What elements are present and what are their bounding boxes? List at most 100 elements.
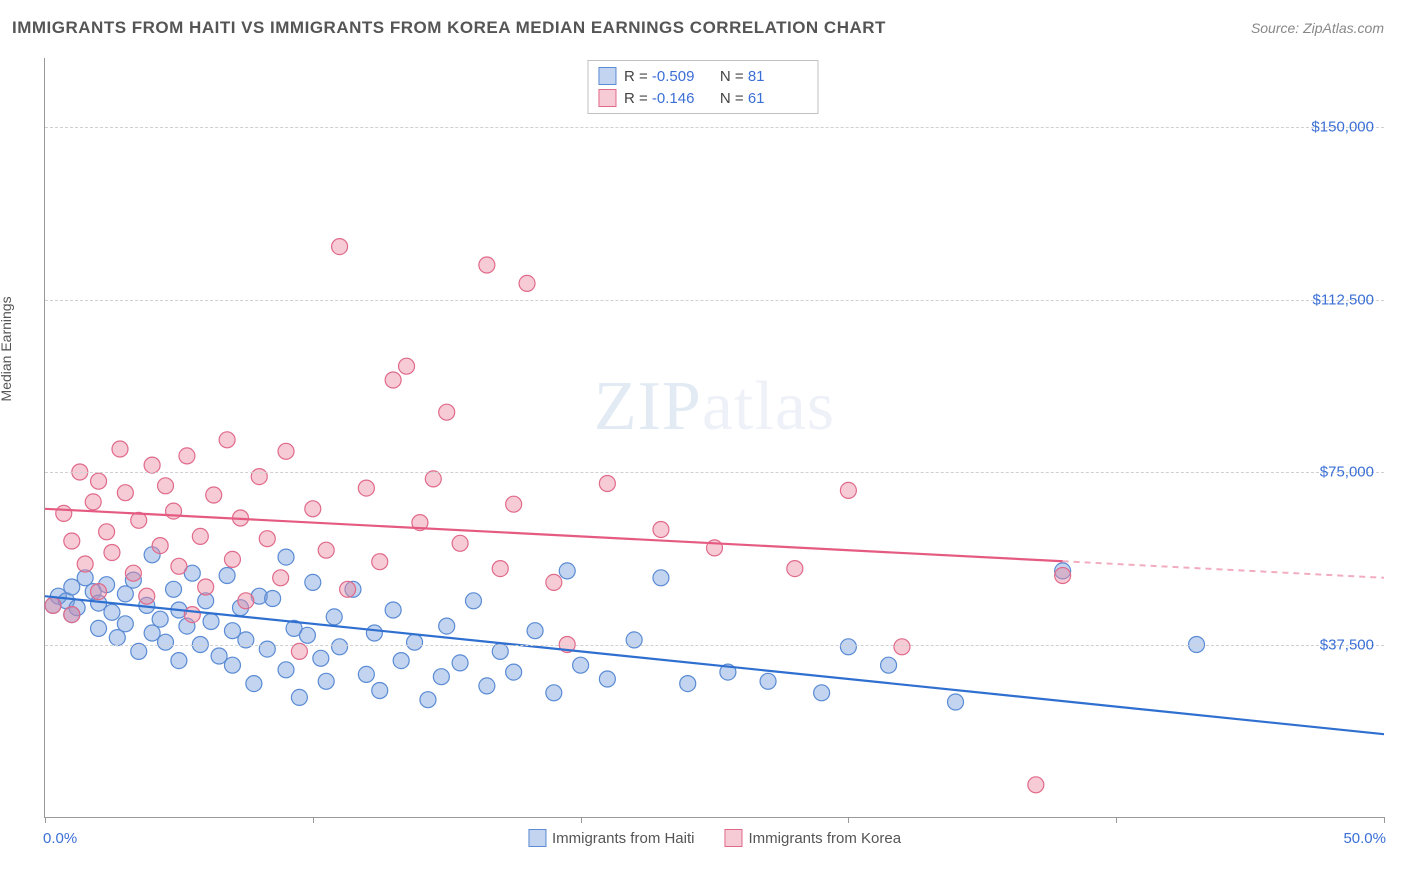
data-point <box>425 471 441 487</box>
data-point <box>407 634 423 650</box>
data-point <box>814 685 830 701</box>
data-point <box>104 545 120 561</box>
data-point <box>77 556 93 572</box>
data-point <box>573 657 589 673</box>
x-tick <box>1384 817 1385 823</box>
y-tick-label: $150,000 <box>1311 119 1374 136</box>
data-point <box>219 432 235 448</box>
data-point <box>626 632 642 648</box>
data-point <box>158 634 174 650</box>
data-point <box>56 505 72 521</box>
data-point <box>599 476 615 492</box>
data-point <box>171 558 187 574</box>
data-point <box>372 554 388 570</box>
data-point <box>680 676 696 692</box>
data-point <box>318 542 334 558</box>
data-point <box>653 522 669 538</box>
data-point <box>479 678 495 694</box>
legend-item: Immigrants from Korea <box>724 829 901 847</box>
data-point <box>291 643 307 659</box>
data-point <box>840 482 856 498</box>
trend-line <box>45 596 1384 734</box>
data-point <box>91 473 107 489</box>
data-point <box>278 443 294 459</box>
data-point <box>546 685 562 701</box>
swatch-series-1 <box>724 829 742 847</box>
chart-title: IMMIGRANTS FROM HAITI VS IMMIGRANTS FROM… <box>12 18 886 38</box>
swatch-series-0 <box>528 829 546 847</box>
data-point <box>452 655 468 671</box>
data-point <box>45 597 61 613</box>
data-point <box>599 671 615 687</box>
x-tick <box>45 817 46 823</box>
data-point <box>85 494 101 510</box>
data-point <box>305 574 321 590</box>
data-point <box>192 528 208 544</box>
data-point <box>238 632 254 648</box>
data-point <box>439 404 455 420</box>
data-point <box>64 533 80 549</box>
data-point <box>91 584 107 600</box>
data-point <box>91 620 107 636</box>
data-point <box>433 669 449 685</box>
plot-area: ZIPatlas R = -0.509 N = 81 R = -0.146 N … <box>44 58 1384 818</box>
x-axis-max-label: 50.0% <box>1343 830 1386 847</box>
data-point <box>546 574 562 590</box>
chart-svg <box>45 58 1384 817</box>
data-point <box>238 593 254 609</box>
data-point <box>318 673 334 689</box>
data-point <box>506 664 522 680</box>
data-point <box>894 639 910 655</box>
data-point <box>372 683 388 699</box>
data-point <box>299 627 315 643</box>
data-point <box>559 563 575 579</box>
data-point <box>179 448 195 464</box>
data-point <box>131 643 147 659</box>
data-point <box>64 607 80 623</box>
data-point <box>291 689 307 705</box>
trend-line-dashed <box>1063 561 1384 578</box>
data-point <box>278 549 294 565</box>
data-point <box>117 485 133 501</box>
data-point <box>166 581 182 597</box>
gridline <box>45 472 1384 473</box>
data-point <box>158 478 174 494</box>
data-point <box>278 662 294 678</box>
data-point <box>787 561 803 577</box>
data-point <box>203 614 219 630</box>
data-point <box>152 538 168 554</box>
gridline <box>45 300 1384 301</box>
data-point <box>948 694 964 710</box>
y-tick-label: $37,500 <box>1320 636 1374 653</box>
data-point <box>519 275 535 291</box>
data-point <box>144 457 160 473</box>
data-point <box>358 666 374 682</box>
data-point <box>313 650 329 666</box>
data-point <box>112 441 128 457</box>
data-point <box>171 653 187 669</box>
y-axis-label: Median Earnings <box>0 296 14 401</box>
data-point <box>527 623 543 639</box>
x-tick <box>581 817 582 823</box>
legend-item: Immigrants from Haiti <box>528 829 695 847</box>
data-point <box>326 609 342 625</box>
data-point <box>332 639 348 655</box>
data-point <box>385 602 401 618</box>
data-point <box>492 561 508 577</box>
data-point <box>184 607 200 623</box>
data-point <box>1028 777 1044 793</box>
series-legend: Immigrants from Haiti Immigrants from Ko… <box>528 829 901 847</box>
data-point <box>393 653 409 669</box>
data-point <box>265 591 281 607</box>
data-point <box>152 611 168 627</box>
data-point <box>479 257 495 273</box>
data-point <box>399 358 415 374</box>
data-point <box>881 657 897 673</box>
data-point <box>99 524 115 540</box>
data-point <box>251 469 267 485</box>
gridline <box>45 645 1384 646</box>
data-point <box>104 604 120 620</box>
data-point <box>840 639 856 655</box>
data-point <box>1055 568 1071 584</box>
data-point <box>465 593 481 609</box>
